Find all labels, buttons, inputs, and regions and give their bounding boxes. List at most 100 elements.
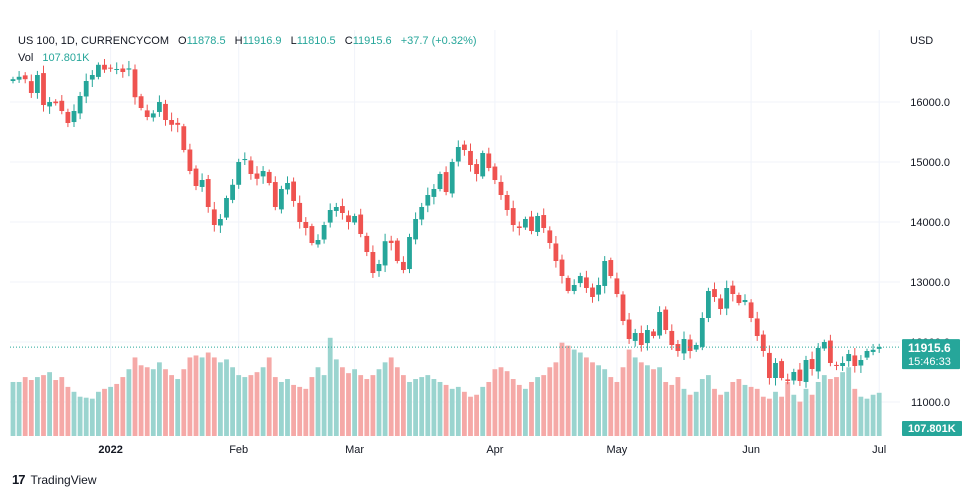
price-tick-label: 14000.0 <box>910 217 950 229</box>
candle-body <box>114 69 120 70</box>
volume-bar <box>596 365 601 436</box>
candle-body <box>876 347 882 349</box>
candle-body <box>413 219 418 240</box>
candle-body <box>315 240 321 245</box>
candle-body <box>291 181 296 201</box>
volume-bar <box>748 386 754 436</box>
volume-bar <box>83 397 89 436</box>
candle-body <box>559 259 565 276</box>
volume-bar <box>187 357 193 436</box>
volume-bar <box>773 391 778 436</box>
volume-key[interactable]: Vol <box>18 52 34 64</box>
volume-bar <box>815 381 821 436</box>
volume-bar <box>35 377 40 436</box>
currency-label[interactable]: USD <box>910 35 934 47</box>
volume-bar <box>144 367 150 436</box>
candle-body <box>108 67 113 69</box>
candle-body <box>425 195 431 206</box>
candles <box>10 59 882 388</box>
volume-bar <box>120 377 126 436</box>
volume-bar <box>132 357 138 436</box>
candle-body <box>248 160 254 174</box>
volume-bar <box>754 388 760 436</box>
volume-bar <box>602 369 608 436</box>
time-tick-label: Mar <box>345 444 364 456</box>
volume-bar <box>614 381 620 436</box>
volume-bar <box>382 362 388 436</box>
candle-body <box>724 288 730 309</box>
volume-bar <box>767 398 772 436</box>
volume-bar <box>401 375 406 436</box>
volume-bar <box>742 384 748 436</box>
time-axis[interactable]: 2022 Feb Mar Apr May Jun Jul <box>98 444 886 456</box>
volume-bar <box>559 342 565 436</box>
candle-body <box>144 110 150 117</box>
volume-bar <box>706 375 711 436</box>
volume-bar <box>163 369 168 436</box>
close-key: C <box>344 35 353 47</box>
volume-bar <box>71 391 77 436</box>
high-value: 11916.9 <box>242 35 282 47</box>
volume-bar <box>638 362 644 436</box>
volume-bar <box>681 388 687 436</box>
volume-bar <box>279 381 284 436</box>
volume-bar <box>114 383 120 436</box>
volume-bar <box>425 375 431 436</box>
candle-body <box>309 226 315 243</box>
volume-bar <box>242 377 248 436</box>
candle-body <box>809 359 815 369</box>
volume-bar <box>529 381 534 436</box>
candle-body <box>571 285 577 291</box>
volume-bar <box>699 379 705 436</box>
candle-body <box>736 294 742 303</box>
volume-bar <box>828 379 833 436</box>
candle-body <box>279 189 284 210</box>
candle-body <box>803 360 809 382</box>
candle-body <box>504 195 510 210</box>
volume-bar <box>803 388 809 436</box>
volume-bar <box>785 381 791 436</box>
volume-bar <box>10 381 16 436</box>
volume-tag <box>902 421 962 436</box>
candle-body <box>443 172 449 192</box>
candle-body <box>89 75 95 80</box>
candle-body <box>785 379 791 381</box>
brand-footer[interactable]: 17 TradingView <box>12 472 97 487</box>
candle-body <box>474 164 479 174</box>
candle-body <box>675 344 681 351</box>
candle-body <box>706 291 711 318</box>
volume-bar <box>394 367 400 436</box>
volume-bar <box>547 367 553 436</box>
candle-body <box>547 230 553 243</box>
volume-bar <box>858 396 864 436</box>
candle-body <box>419 207 425 220</box>
volume-bar <box>584 357 589 436</box>
tradingview-logo-icon: 17 <box>12 472 26 487</box>
ohlc-legend: US 100, 1D, CURRENCYCOM O11878.5 H11916.… <box>18 35 477 47</box>
volume-bar <box>608 377 614 436</box>
symbol-title[interactable]: US 100, 1D, CURRENCYCOM <box>18 35 169 47</box>
candle-body <box>346 215 351 222</box>
volume-bar <box>504 371 510 436</box>
candle-body <box>492 166 498 180</box>
candle-body <box>645 330 650 344</box>
volume-bar <box>760 396 766 436</box>
candle-body <box>590 287 595 297</box>
candle-body <box>132 69 138 98</box>
candle-body <box>401 261 406 270</box>
candle-body <box>681 339 687 354</box>
candle-body <box>382 241 388 266</box>
open-key: O <box>178 35 187 47</box>
volume-bar <box>236 375 242 436</box>
candle-body <box>608 260 614 276</box>
volume-bar <box>443 384 449 436</box>
volume-bar <box>376 369 382 436</box>
volume-bar <box>150 369 156 436</box>
open-value: 11878.5 <box>186 35 226 47</box>
volume-bar <box>407 381 412 436</box>
candle-body <box>187 149 193 171</box>
volume-bar <box>492 369 498 436</box>
brand-name: TradingView <box>30 472 97 487</box>
